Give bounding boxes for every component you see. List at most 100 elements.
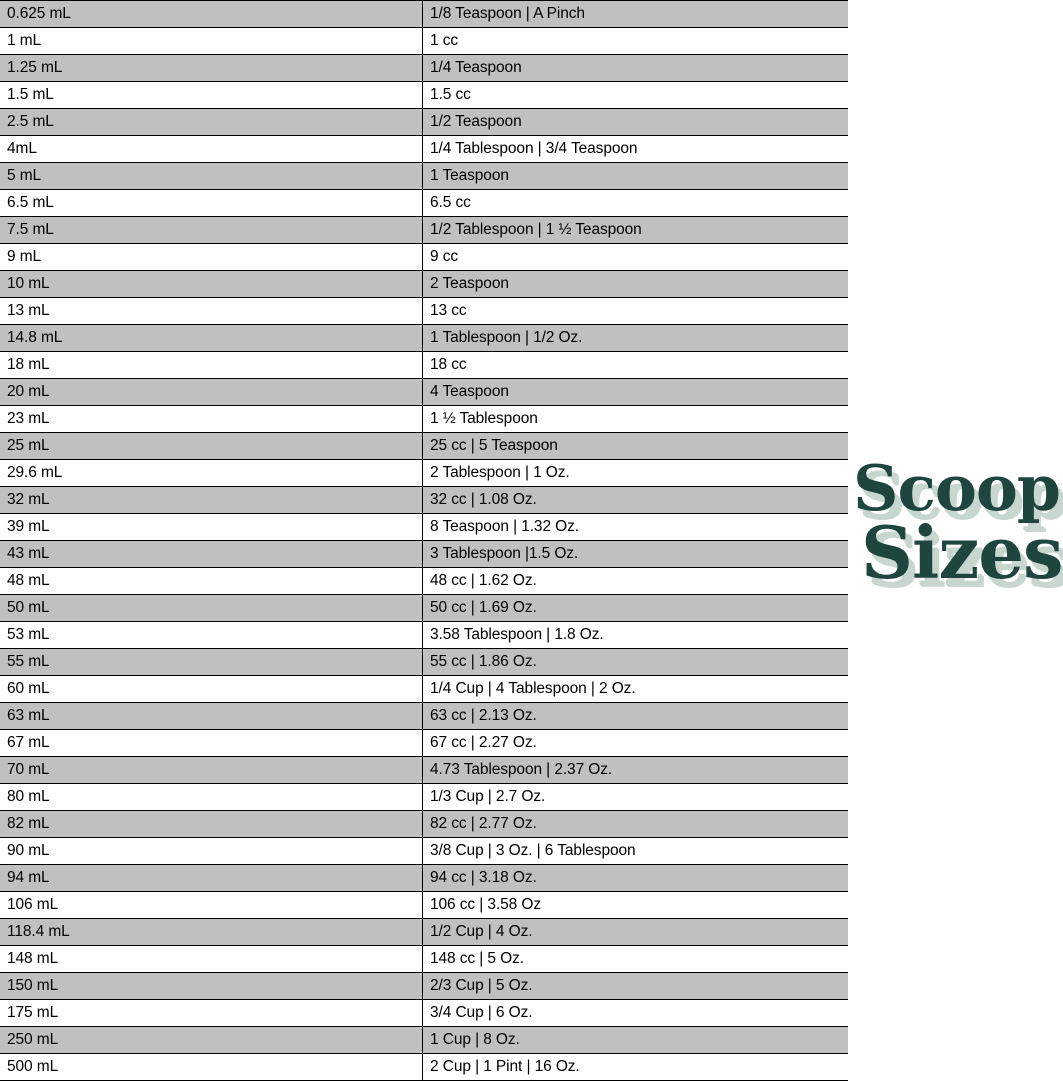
cell-milliliters: 20 mL — [0, 378, 423, 406]
cell-milliliters: 39 mL — [0, 513, 423, 541]
table-row: 32 mL 32 cc | 1.08 Oz. — [0, 486, 848, 514]
cell-milliliters: 1.25 mL — [0, 54, 423, 82]
cell-equivalent: 1 cc — [422, 27, 848, 55]
cell-milliliters: 6.5 mL — [0, 189, 423, 217]
cell-milliliters: 14.8 mL — [0, 324, 423, 352]
cell-milliliters: 10 mL — [0, 270, 423, 298]
cell-milliliters: 25 mL — [0, 432, 423, 460]
cell-equivalent: 2 Cup | 1 Pint | 16 Oz. — [422, 1053, 848, 1081]
cell-equivalent: 25 cc | 5 Teaspoon — [422, 432, 848, 460]
cell-milliliters: 0.625 mL — [0, 0, 423, 28]
table-row: 63 mL 63 cc | 2.13 Oz. — [0, 702, 848, 730]
cell-milliliters: 70 mL — [0, 756, 423, 784]
cell-milliliters: 23 mL — [0, 405, 423, 433]
cell-equivalent: 50 cc | 1.69 Oz. — [422, 594, 848, 622]
cell-equivalent: 6.5 cc — [422, 189, 848, 217]
logo-line-scoop: Scoop — [853, 451, 1061, 525]
cell-equivalent: 3.58 Tablespoon | 1.8 Oz. — [422, 621, 848, 649]
cell-milliliters: 32 mL — [0, 486, 423, 514]
table-row: 9 mL 9 cc — [0, 243, 848, 271]
table-row: 6.5 mL 6.5 cc — [0, 189, 848, 217]
table-row: 23 mL 1 ½ Tablespoon — [0, 405, 848, 433]
table-row: 80 mL 1/3 Cup | 2.7 Oz. — [0, 783, 848, 811]
cell-equivalent: 1 Tablespoon | 1/2 Oz. — [422, 324, 848, 352]
cell-equivalent: 13 cc — [422, 297, 848, 325]
table-row: 250 mL 1 Cup | 8 Oz. — [0, 1026, 848, 1054]
cell-milliliters: 82 mL — [0, 810, 423, 838]
table-row: 4mL 1/4 Tablespoon | 3/4 Teaspoon — [0, 135, 848, 163]
cell-equivalent: 148 cc | 5 Oz. — [422, 945, 848, 973]
cell-equivalent: 55 cc | 1.86 Oz. — [422, 648, 848, 676]
cell-milliliters: 1 mL — [0, 27, 423, 55]
cell-milliliters: 53 mL — [0, 621, 423, 649]
cell-milliliters: 500 mL — [0, 1053, 423, 1081]
logo-line-sizes: Sizes — [861, 510, 1063, 595]
cell-equivalent: 3 Tablespoon |1.5 Oz. — [422, 540, 848, 568]
cell-milliliters: 150 mL — [0, 972, 423, 1000]
cell-equivalent: 4.73 Tablespoon | 2.37 Oz. — [422, 756, 848, 784]
cell-equivalent: 1/8 Teaspoon | A Pinch — [422, 0, 848, 28]
cell-milliliters: 18 mL — [0, 351, 423, 379]
cell-milliliters: 48 mL — [0, 567, 423, 595]
table-row: 55 mL 55 cc | 1.86 Oz. — [0, 648, 848, 676]
table-row: 500 mL 2 Cup | 1 Pint | 16 Oz. — [0, 1053, 848, 1081]
cell-milliliters: 118.4 mL — [0, 918, 423, 946]
cell-milliliters: 55 mL — [0, 648, 423, 676]
table-row: 2.5 mL 1/2 Teaspoon — [0, 108, 848, 136]
table-row: 20 mL 4 Teaspoon — [0, 378, 848, 406]
table-row: 0.625 mL 1/8 Teaspoon | A Pinch — [0, 0, 848, 28]
cell-milliliters: 250 mL — [0, 1026, 423, 1054]
table-row: 5 mL 1 Teaspoon — [0, 162, 848, 190]
table-row: 7.5 mL 1/2 Tablespoon | 1 ½ Teaspoon — [0, 216, 848, 244]
cell-milliliters: 50 mL — [0, 594, 423, 622]
table-row: 94 mL 94 cc | 3.18 Oz. — [0, 864, 848, 892]
table-row: 13 mL 13 cc — [0, 297, 848, 325]
table-row: 43 mL 3 Tablespoon |1.5 Oz. — [0, 540, 848, 568]
cell-equivalent: 32 cc | 1.08 Oz. — [422, 486, 848, 514]
cell-equivalent: 1 Teaspoon — [422, 162, 848, 190]
cell-milliliters: 5 mL — [0, 162, 423, 190]
table-row: 70 mL 4.73 Tablespoon | 2.37 Oz. — [0, 756, 848, 784]
cell-equivalent: 1/4 Cup | 4 Tablespoon | 2 Oz. — [422, 675, 848, 703]
table-row: 1.5 mL 1.5 cc — [0, 81, 848, 109]
cell-equivalent: 1/4 Tablespoon | 3/4 Teaspoon — [422, 135, 848, 163]
table-row: 150 mL 2/3 Cup | 5 Oz. — [0, 972, 848, 1000]
table-row: 82 mL 82 cc | 2.77 Oz. — [0, 810, 848, 838]
table-row: 106 mL 106 cc | 3.58 Oz — [0, 891, 848, 919]
cell-equivalent: 18 cc — [422, 351, 848, 379]
conversion-table-body: 0.625 mL 1/8 Teaspoon | A Pinch 1 mL 1 cc 1.… — [0, 0, 848, 1081]
cell-equivalent: 2 Teaspoon — [422, 270, 848, 298]
cell-milliliters: 2.5 mL — [0, 108, 423, 136]
cell-milliliters: 4mL — [0, 135, 423, 163]
cell-equivalent: 48 cc | 1.62 Oz. — [422, 567, 848, 595]
table-row: 90 mL 3/8 Cup | 3 Oz. | 6 Tablespoon — [0, 837, 848, 865]
cell-equivalent: 1 ½ Tablespoon — [422, 405, 848, 433]
table-row: 118.4 mL 1/2 Cup | 4 Oz. — [0, 918, 848, 946]
cell-equivalent: 2/3 Cup | 5 Oz. — [422, 972, 848, 1000]
table-row: 18 mL 18 cc — [0, 351, 848, 379]
table-row: 53 mL 3.58 Tablespoon | 1.8 Oz. — [0, 621, 848, 649]
cell-milliliters: 90 mL — [0, 837, 423, 865]
table-row: 50 mL 50 cc | 1.69 Oz. — [0, 594, 848, 622]
scoop-sizes-logo: Scoop Sizes — [845, 455, 1063, 620]
table-row: 29.6 mL 2 Tablespoon | 1 Oz. — [0, 459, 848, 487]
cell-milliliters: 148 mL — [0, 945, 423, 973]
cell-milliliters: 80 mL — [0, 783, 423, 811]
cell-equivalent: 67 cc | 2.27 Oz. — [422, 729, 848, 757]
table-row: 60 mL 1/4 Cup | 4 Tablespoon | 2 Oz. — [0, 675, 848, 703]
cell-equivalent: 9 cc — [422, 243, 848, 271]
cell-milliliters: 63 mL — [0, 702, 423, 730]
cell-equivalent: 1 Cup | 8 Oz. — [422, 1026, 848, 1054]
cell-milliliters: 67 mL — [0, 729, 423, 757]
table-row: 14.8 mL 1 Tablespoon | 1/2 Oz. — [0, 324, 848, 352]
cell-equivalent: 1.5 cc — [422, 81, 848, 109]
table-row: 1.25 mL 1/4 Teaspoon — [0, 54, 848, 82]
cell-equivalent: 4 Teaspoon — [422, 378, 848, 406]
cell-equivalent: 94 cc | 3.18 Oz. — [422, 864, 848, 892]
cell-equivalent: 8 Teaspoon | 1.32 Oz. — [422, 513, 848, 541]
table-row: 175 mL 3/4 Cup | 6 Oz. — [0, 999, 848, 1027]
cell-equivalent: 1/2 Teaspoon — [422, 108, 848, 136]
table-row: 10 mL 2 Teaspoon — [0, 270, 848, 298]
cell-milliliters: 60 mL — [0, 675, 423, 703]
cell-equivalent: 1/2 Tablespoon | 1 ½ Teaspoon — [422, 216, 848, 244]
